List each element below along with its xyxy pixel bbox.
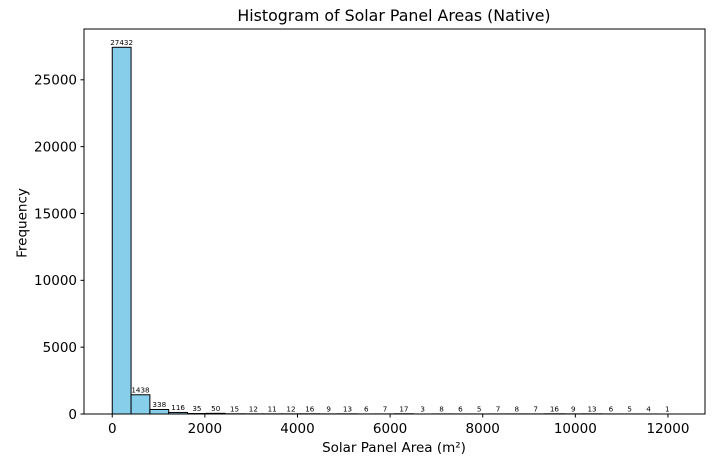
bar-value-label: 12 [249,404,258,413]
histogram-bar [112,47,131,414]
histogram-bar [131,395,150,414]
bar-value-label: 50 [211,404,221,413]
y-tick-label: 25000 [34,73,77,89]
y-tick-label: 10000 [34,273,77,289]
bar-value-label: 3 [420,404,425,413]
x-tick-label: 12000 [646,421,689,437]
bar-value-label: 4 [646,404,651,413]
y-tick-label: 0 [68,407,77,423]
bar-value-label: 15 [230,404,239,413]
bar-value-label: 8 [439,404,444,413]
bar-value-label: 16 [305,404,315,413]
x-tick-label: 4000 [280,421,314,437]
y-tick-label: 5000 [43,340,77,356]
bar-value-label: 116 [171,403,185,412]
histogram-bar [150,409,169,414]
bar-value-label: 5 [477,404,482,413]
bar-value-label: 9 [326,404,331,413]
bar-value-label: 16 [550,404,560,413]
bar-value-label: 12 [286,404,295,413]
bar-value-label: 7 [496,404,501,413]
y-axis-label: Frequency [15,188,31,258]
bar-value-label: 6 [364,404,369,413]
bar-value-label: 5 [627,404,632,413]
x-tick-label: 2000 [188,421,222,437]
x-tick-label: 10000 [554,421,597,437]
bar-value-label: 6 [458,404,463,413]
bar-value-label: 11 [268,404,277,413]
bar-value-label: 35 [192,404,201,413]
bar-value-label: 1 [665,404,670,413]
bar-value-label: 7 [533,404,538,413]
bar-value-label: 27432 [110,38,133,47]
bar-value-label: 9 [571,404,576,413]
y-tick-label: 20000 [34,139,77,155]
bar-value-label: 13 [343,404,352,413]
x-tick-label: 0 [108,421,117,437]
axes-frame [84,29,705,414]
x-tick-label: 8000 [466,421,500,437]
x-axis-label: Solar Panel Area (m²) [322,440,466,456]
bar-value-label: 338 [152,400,166,409]
bar-value-label: 17 [399,404,408,413]
bar-value-label: 8 [515,404,520,413]
bar-value-label: 13 [587,404,596,413]
chart-title: Histogram of Solar Panel Areas (Native) [237,6,550,25]
bar-value-label: 7 [383,404,388,413]
bar-value-label: 1438 [131,385,150,394]
bar-value-label: 6 [609,404,614,413]
x-tick-label: 6000 [373,421,407,437]
y-tick-label: 15000 [34,206,77,222]
